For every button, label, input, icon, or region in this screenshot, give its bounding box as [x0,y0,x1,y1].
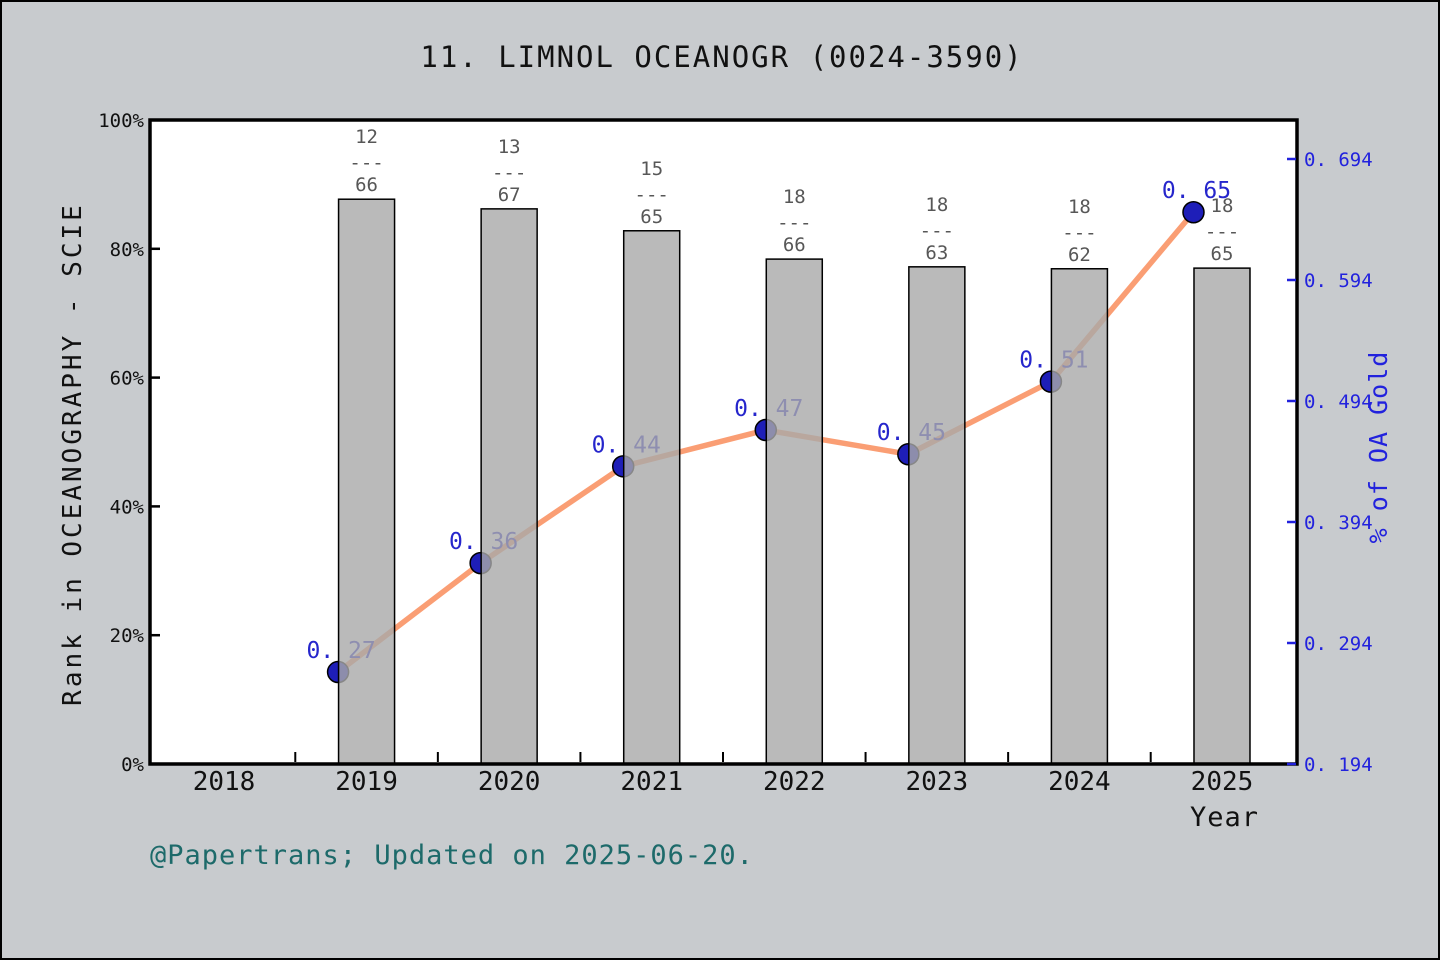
bar-fraction-denominator-2023: 63 [925,242,948,264]
bar-fraction-numerator-2024: 18 [1068,196,1091,218]
chart-title: 11. LIMNOL OCEANOGR (0024-3590) [420,40,1024,74]
right-tick-label-4: 0. 594 [1304,270,1373,292]
bar-fraction-numerator-2022: 18 [783,186,806,208]
left-tick-label-20: 20% [110,625,145,647]
bar-fraction-denominator-2019: 66 [355,174,378,196]
bar-fraction-line-2024: --- [1062,222,1096,244]
bar-fraction-line-2020: --- [492,162,526,184]
data-point-2025 [1182,200,1205,224]
x-tick-label-2022: 2022 [763,767,826,797]
right-tick-label-2: 0. 394 [1304,512,1373,534]
bar-fraction-numerator-2021: 15 [640,158,663,180]
x-tick-label-2018: 2018 [193,767,256,797]
left-tick-label-40: 40% [110,496,145,518]
x-tick-label-2023: 2023 [906,767,969,797]
bar-fraction-denominator-2022: 66 [783,234,806,256]
rank-bar-2024 [1050,268,1109,765]
bar-fraction-denominator-2021: 65 [640,206,663,228]
bar-fraction-denominator-2020: 67 [498,184,521,206]
bar-fraction-denominator-2025: 65 [1211,243,1234,265]
right-tick-label-5: 0. 694 [1304,149,1373,171]
bar-fraction-line-2019: --- [349,152,383,174]
x-tick-label-2019: 2019 [335,767,398,797]
bar-fraction-line-2023: --- [920,220,954,242]
rank-bar-2025 [1193,267,1251,765]
x-tick-label-2020: 2020 [478,767,541,797]
bar-fraction-numerator-2025: 18 [1211,195,1234,217]
rank-bar-2023 [908,266,966,765]
plot-frame [148,118,1299,766]
rank-bar-2022 [765,258,824,765]
right-tick-label-3: 0. 494 [1304,391,1373,413]
x-tick-label-2021: 2021 [620,767,683,797]
rank-bar-2021 [622,230,681,765]
bar-fraction-line-2021: --- [635,184,669,206]
bar-fraction-line-2025: --- [1205,221,1239,243]
bar-fraction-numerator-2023: 18 [925,194,948,216]
right-tick-label-0: 0. 194 [1304,754,1373,776]
data-point-label-2025: 0. 65 [1162,178,1231,204]
right-tick-label-1: 0. 294 [1304,633,1373,655]
bar-fraction-denominator-2024: 62 [1068,244,1091,266]
x-axis-label: Year [1189,802,1260,833]
x-tick-label-2025: 2025 [1191,767,1254,797]
left-tick-label-0: 0% [121,754,144,776]
x-tick-label-2024: 2024 [1048,767,1111,797]
rank-bar-2019 [337,198,396,765]
left-tick-label-100: 100% [98,110,144,132]
bar-fraction-numerator-2019: 12 [355,126,378,148]
bar-fraction-numerator-2020: 13 [498,136,521,158]
left-tick-label-60: 60% [110,368,145,390]
left-tick-label-80: 80% [110,239,145,261]
bar-fraction-line-2022: --- [777,212,811,234]
footer-attribution: @Papertrans; Updated on 2025-06-20. [150,840,754,871]
rank-bar-2020 [480,208,538,765]
